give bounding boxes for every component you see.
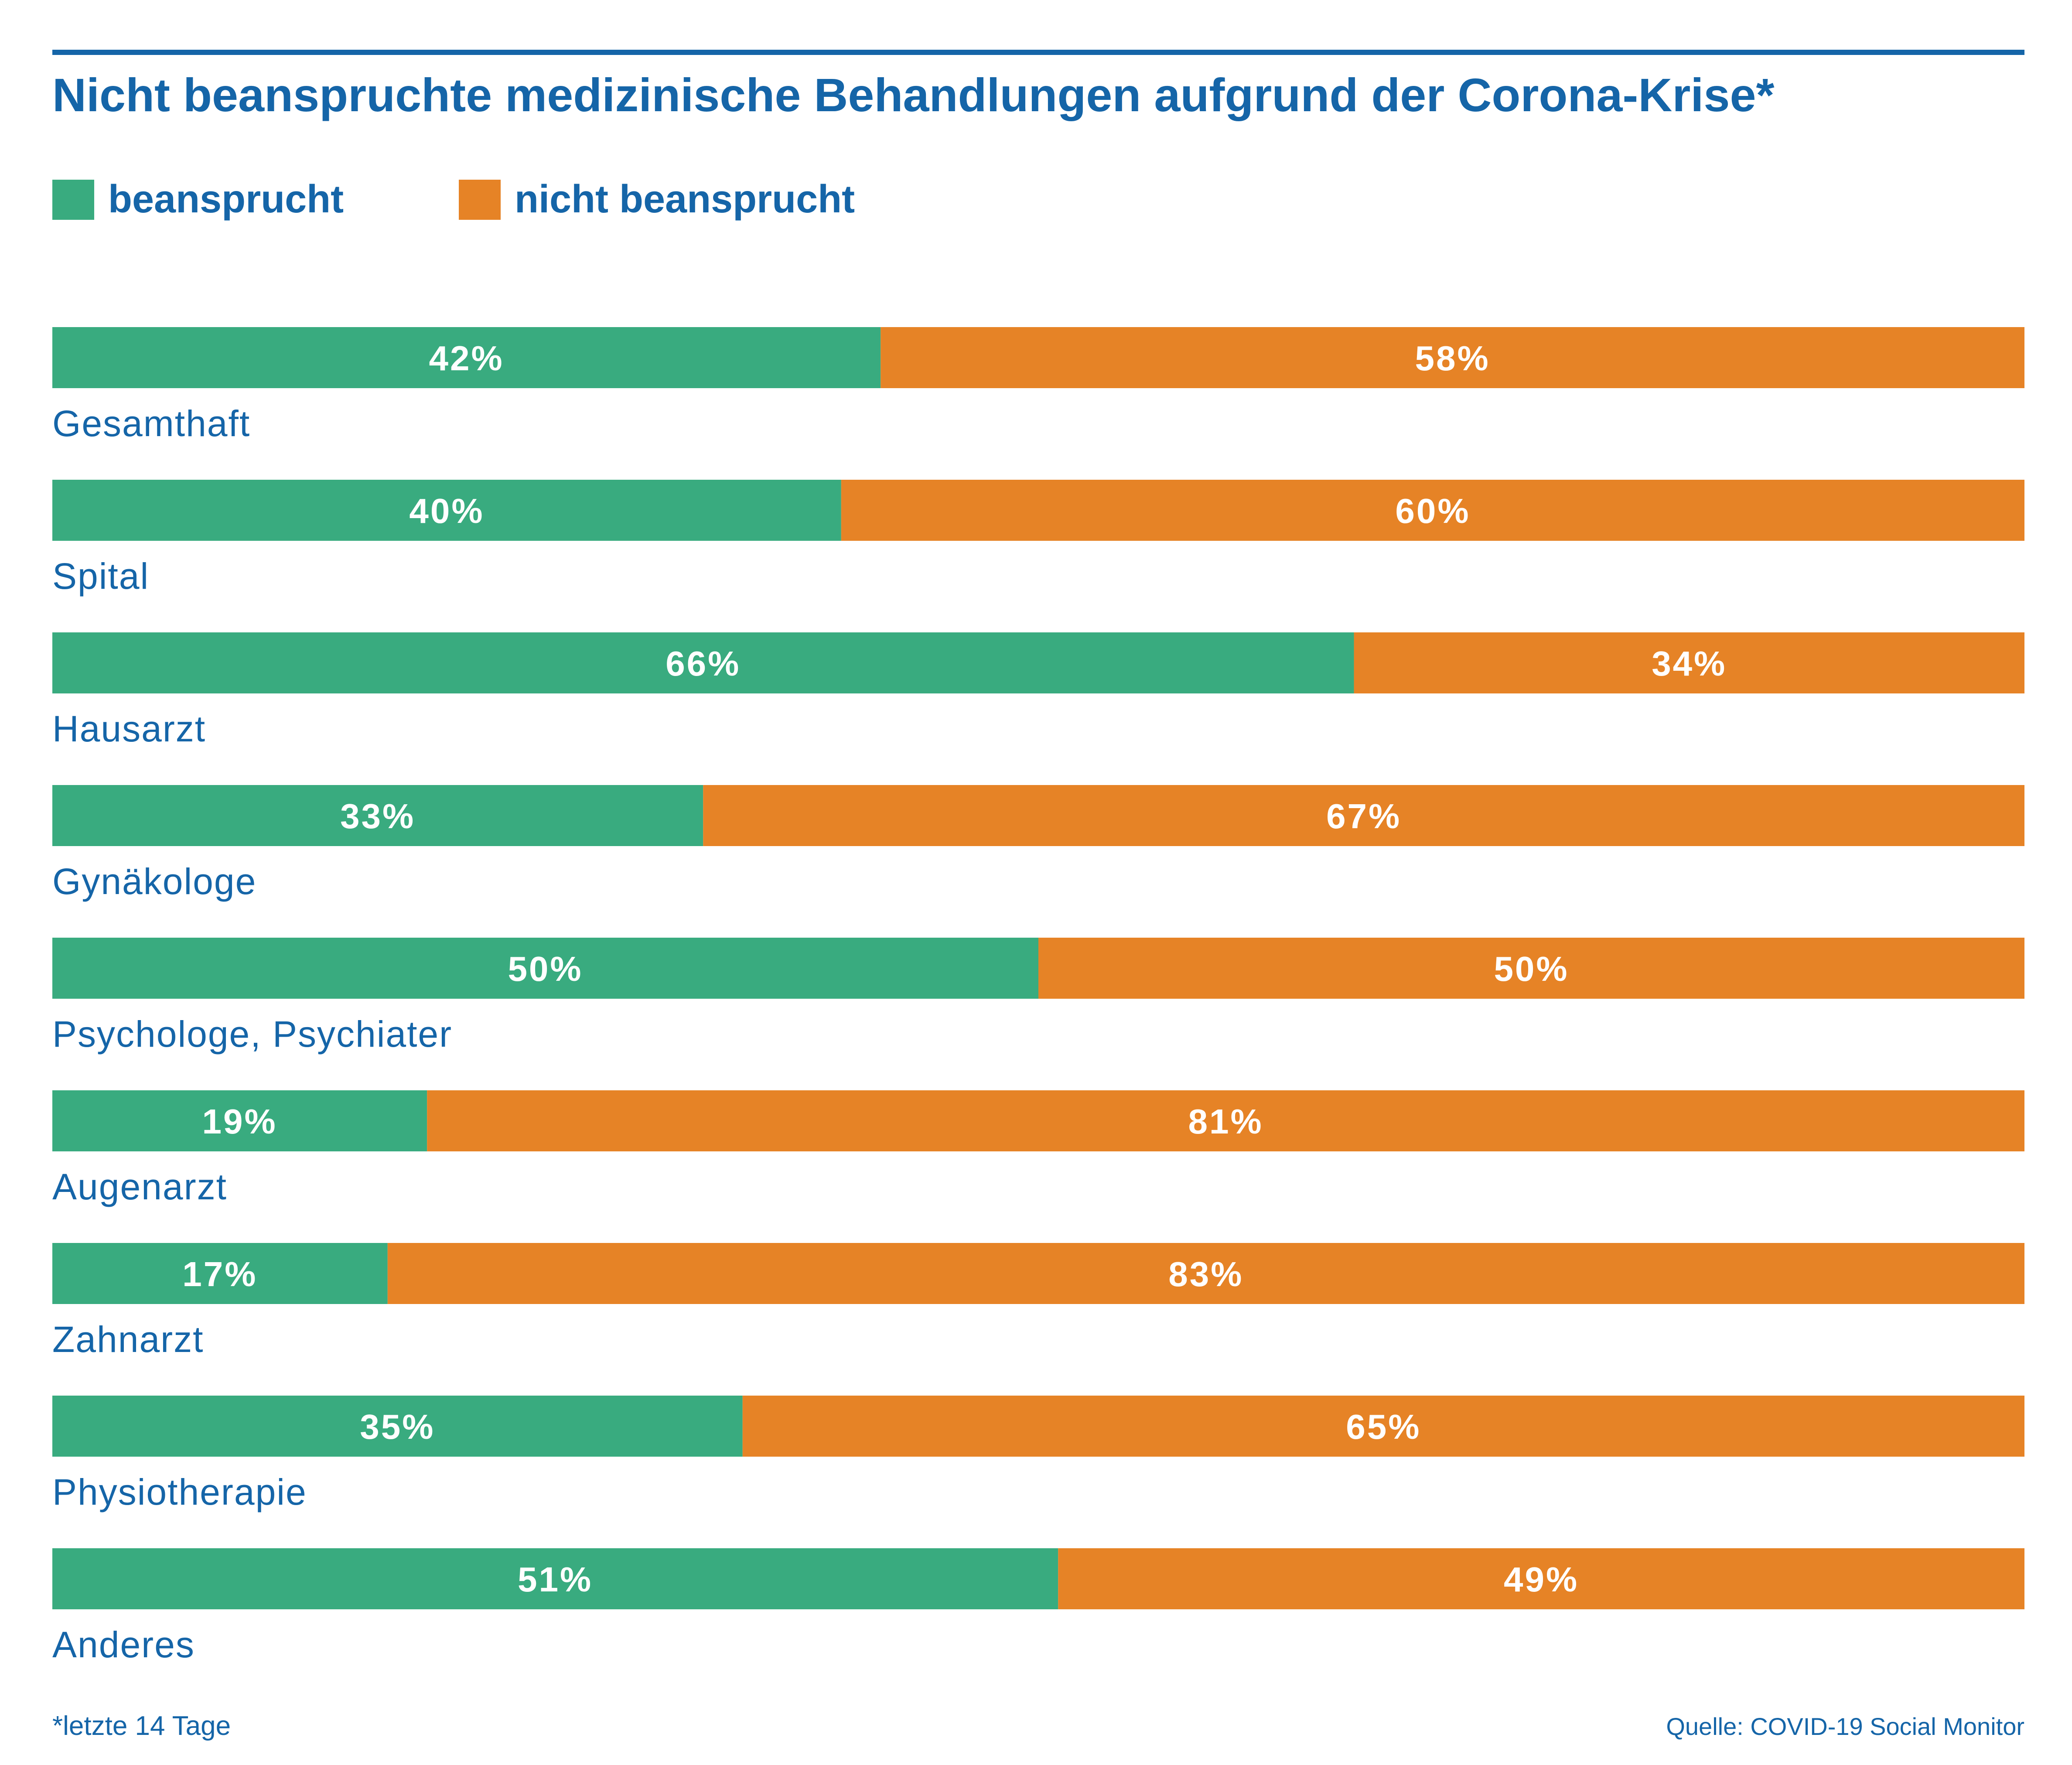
bar-value-label: 33% [340, 797, 415, 836]
category-label: Spital [52, 556, 149, 597]
category-label: Augenarzt [52, 1166, 227, 1207]
category-label: Zahnarzt [52, 1319, 204, 1360]
bar-value-label: 19% [202, 1102, 277, 1141]
bar-segment-nicht-beansprucht [1058, 1548, 2024, 1609]
bar-segment-beansprucht [52, 938, 1038, 999]
bar-value-label: 35% [360, 1407, 435, 1446]
bar-segment-beansprucht [52, 1243, 388, 1304]
bar-segment-beansprucht [52, 632, 1354, 693]
bar-value-label: 66% [666, 644, 741, 683]
bar-value-label: 51% [518, 1560, 593, 1599]
legend-swatch-beansprucht [52, 180, 94, 220]
bar-segment-nicht-beansprucht [881, 327, 2024, 388]
bar-segment-beansprucht [52, 1548, 1058, 1609]
bar-segment-beansprucht [52, 785, 703, 846]
bar-value-label: 17% [182, 1255, 257, 1294]
legend-label-nicht-beansprucht: nicht beansprucht [515, 178, 855, 221]
category-label: Gesamthaft [52, 403, 250, 444]
bar-segment-nicht-beansprucht [427, 1090, 2025, 1151]
bar-value-label: 83% [1168, 1255, 1243, 1294]
bar-segment-nicht-beansprucht [742, 1396, 2024, 1457]
bar-value-label: 50% [508, 949, 583, 988]
bar-value-label: 58% [1415, 339, 1490, 378]
legend-swatch-nicht-beansprucht [459, 180, 501, 220]
bar-segment-nicht-beansprucht [703, 785, 2024, 846]
bar-value-label: 49% [1504, 1560, 1579, 1599]
bar-segment-beansprucht [52, 1396, 743, 1457]
bar-value-label: 34% [1652, 644, 1727, 683]
category-label: Hausarzt [52, 708, 206, 749]
bar-value-label: 60% [1395, 492, 1470, 530]
legend-label-beansprucht: beansprucht [108, 178, 344, 221]
category-label: Psychologe, Psychiater [52, 1014, 452, 1055]
bar-value-label: 50% [1494, 949, 1569, 988]
bar-segment-nicht-beansprucht [1354, 632, 2024, 693]
bar-value-label: 65% [1346, 1407, 1421, 1446]
chart-title: Nicht beanspruchte medizinische Behandlu… [52, 68, 1775, 121]
category-label: Anderes [52, 1624, 195, 1665]
category-label: Physiotherapie [52, 1471, 307, 1512]
bar-segment-nicht-beansprucht [387, 1243, 2024, 1304]
bar-segment-beansprucht [52, 1090, 427, 1151]
source-note: Quelle: COVID-19 Social Monitor [1666, 1713, 2024, 1740]
bar-segment-beansprucht [52, 480, 841, 541]
bar-segment-beansprucht [52, 327, 881, 388]
category-label: Gynäkologe [52, 861, 256, 902]
bar-segment-nicht-beansprucht [1038, 938, 2024, 999]
bar-value-label: 67% [1326, 797, 1401, 836]
bar-segment-nicht-beansprucht [841, 480, 2024, 541]
legend: beansprucht nicht beansprucht [52, 178, 855, 221]
footnote: *letzte 14 Tage [52, 1711, 231, 1741]
bar-value-label: 42% [429, 339, 504, 378]
bar-value-label: 81% [1188, 1102, 1263, 1141]
bar-value-label: 40% [409, 492, 484, 530]
bars-group: 42% 58% Gesamthaft 40% 60% Spital 66% 34% Hausar… [52, 327, 2025, 1665]
